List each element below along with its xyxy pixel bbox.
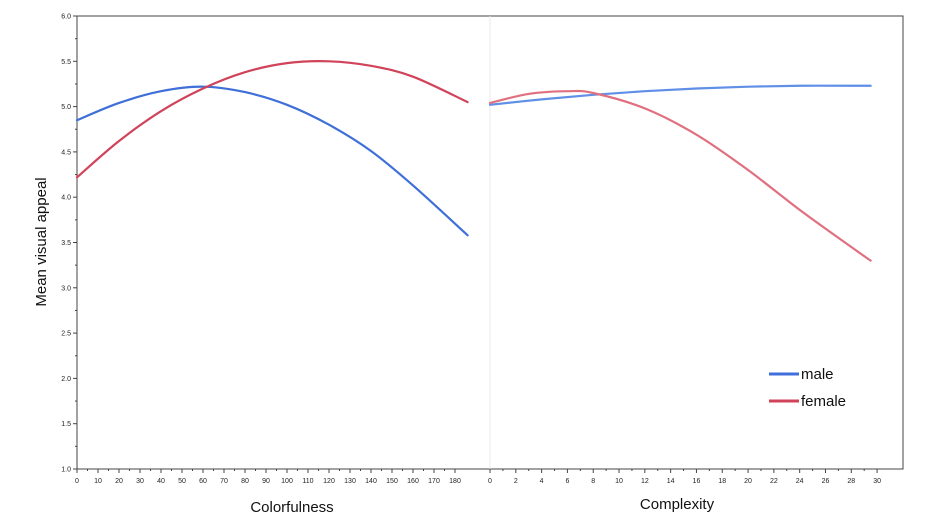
x-axis-complexity: 0 2 4 6 8 10 12 14 16 18 20 22 24 26 28 30 <box>488 469 881 485</box>
x-tick-label: 170 <box>428 478 440 485</box>
x-tick-label: 50 <box>178 478 186 485</box>
x-tick-label: 160 <box>407 478 419 485</box>
x-tick-label: 90 <box>262 478 270 485</box>
y-tick-label: 1.5 <box>61 421 71 428</box>
x-tick-label: 24 <box>796 478 804 485</box>
series-line-female-complexity <box>488 89 872 262</box>
x-tick-label: 30 <box>873 478 881 485</box>
series-line-female-colorfulness <box>75 60 469 179</box>
x-tick-label: 20 <box>744 478 752 485</box>
y-axis: 1.0 1.5 2.0 2.5 3.0 3.5 4.0 4.5 5.0 5.5 6.0 <box>61 14 77 474</box>
series-lines <box>75 60 872 262</box>
x-tick-label: 4 <box>540 478 544 485</box>
y-tick-label: 5.5 <box>61 59 71 66</box>
y-tick-label: 4.5 <box>61 149 71 156</box>
x-axis-colorfulness: 0 10 20 30 40 50 60 70 80 90 100 110 120 130 140 150 160… <box>75 469 461 485</box>
legend-label-male: male <box>801 366 834 383</box>
x-tick-label: 6 <box>565 478 569 485</box>
x-tick-label: 60 <box>199 478 207 485</box>
x-tick-label: 180 <box>449 478 461 485</box>
x-tick-label: 20 <box>115 478 123 485</box>
x-axis-title-complexity: Complexity <box>640 496 715 513</box>
y-tick-label: 6.0 <box>61 14 71 21</box>
y-tick-label: 2.5 <box>61 331 71 338</box>
x-tick-label: 22 <box>770 478 778 485</box>
y-tick-label: 1.0 <box>61 467 71 474</box>
x-tick-label: 130 <box>344 478 356 485</box>
x-tick-label: 40 <box>157 478 165 485</box>
x-tick-label: 26 <box>822 478 830 485</box>
y-tick-label: 4.0 <box>61 195 71 202</box>
x-tick-label: 150 <box>386 478 398 485</box>
y-tick-label: 3.5 <box>61 240 71 247</box>
y-tick-label: 3.0 <box>61 285 71 292</box>
x-tick-label: 10 <box>615 478 623 485</box>
y-tick-label: 5.0 <box>61 104 71 111</box>
y-axis-title: Mean visual appeal <box>33 177 50 306</box>
x-tick-label: 100 <box>281 478 293 485</box>
y-tick-label: 2.0 <box>61 376 71 383</box>
x-tick-label: 2 <box>514 478 518 485</box>
x-tick-label: 16 <box>693 478 701 485</box>
x-tick-label: 0 <box>75 478 79 485</box>
x-tick-label: 80 <box>241 478 249 485</box>
series-line-male-complexity <box>488 84 872 106</box>
x-tick-label: 8 <box>591 478 595 485</box>
x-tick-label: 70 <box>220 478 228 485</box>
x-tick-label: 110 <box>302 478 313 485</box>
x-tick-label: 18 <box>718 478 726 485</box>
x-tick-label: 28 <box>847 478 855 485</box>
x-tick-label: 12 <box>641 478 649 485</box>
x-tick-label: 10 <box>94 478 102 485</box>
legend: male female <box>769 366 846 410</box>
x-tick-label: 30 <box>136 478 144 485</box>
x-axis-title-colorfulness: Colorfulness <box>250 499 333 516</box>
x-tick-label: 14 <box>667 478 675 485</box>
x-tick-label: 140 <box>365 478 377 485</box>
legend-label-female: female <box>801 393 846 410</box>
x-tick-label: 0 <box>488 478 492 485</box>
x-tick-label: 120 <box>323 478 335 485</box>
series-line-male-colorfulness <box>75 85 469 237</box>
